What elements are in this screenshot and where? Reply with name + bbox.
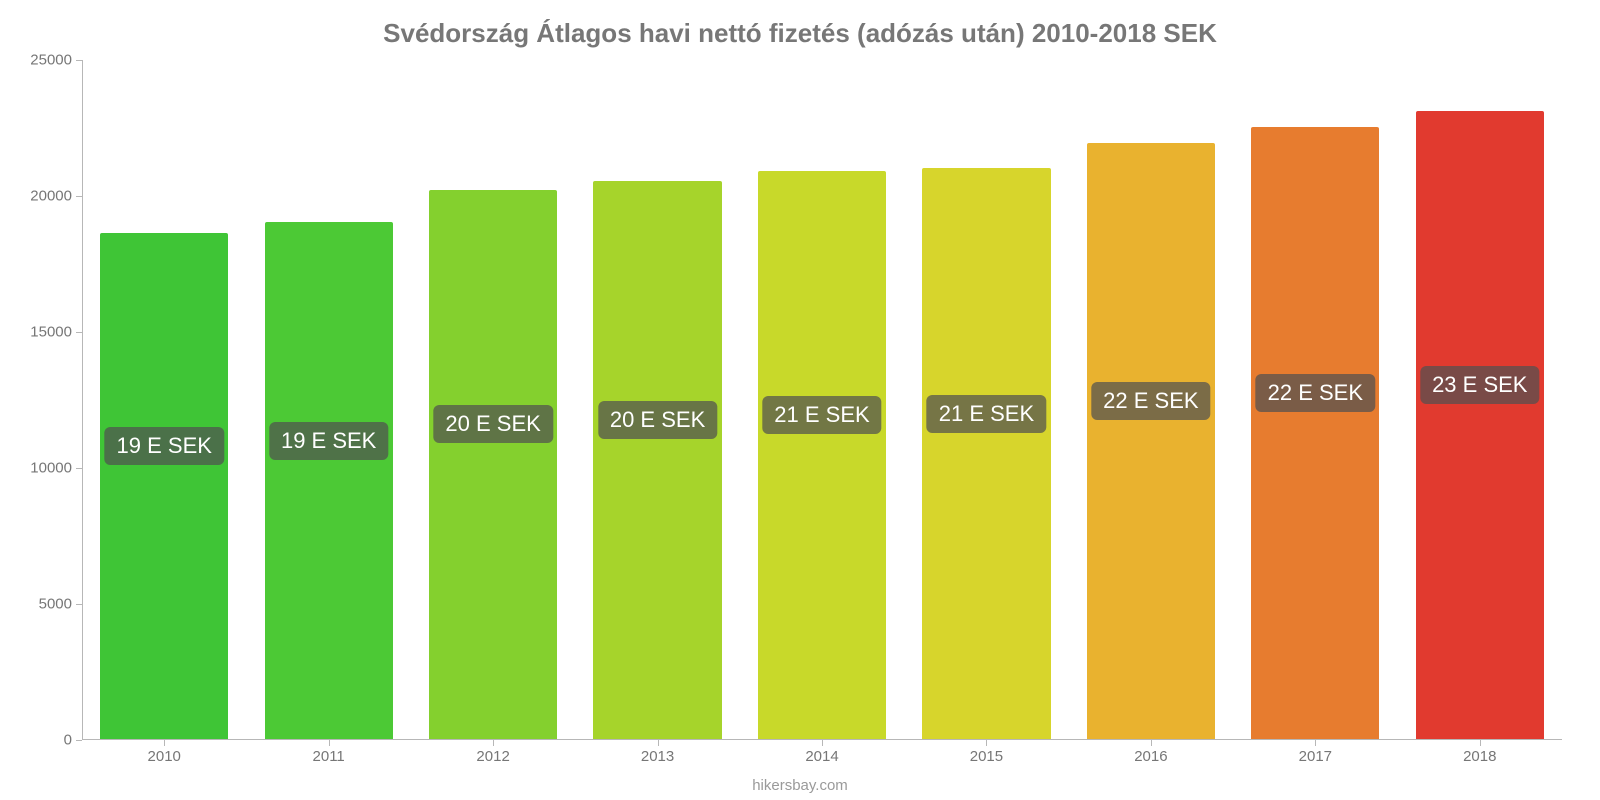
bar <box>1087 143 1215 739</box>
bar <box>758 171 886 739</box>
bar <box>100 233 228 739</box>
y-tick-label: 5000 <box>39 596 82 613</box>
value-badge: 20 E SEK <box>433 405 552 443</box>
value-badge: 19 E SEK <box>105 427 224 465</box>
value-badge: 21 E SEK <box>762 396 881 434</box>
value-badge: 22 E SEK <box>1091 382 1210 420</box>
value-badge: 23 E SEK <box>1420 366 1539 404</box>
bar <box>922 168 1050 739</box>
x-tick-mark <box>658 740 659 746</box>
value-badge: 20 E SEK <box>598 401 717 439</box>
x-tick-mark <box>1315 740 1316 746</box>
bar <box>429 190 557 739</box>
x-tick-mark <box>493 740 494 746</box>
x-tick-mark <box>1480 740 1481 746</box>
chart-title: Svédország Átlagos havi nettó fizetés (a… <box>0 18 1600 49</box>
x-tick-mark <box>1151 740 1152 746</box>
bar <box>1416 111 1544 739</box>
value-badge: 22 E SEK <box>1256 374 1375 412</box>
y-tick-label: 20000 <box>30 188 82 205</box>
x-tick-mark <box>822 740 823 746</box>
value-badge: 21 E SEK <box>927 395 1046 433</box>
bar <box>593 181 721 739</box>
y-tick-label: 15000 <box>30 324 82 341</box>
bar <box>1251 127 1379 739</box>
y-tick-label: 0 <box>64 732 82 749</box>
value-badge: 19 E SEK <box>269 422 388 460</box>
plot-area: 0500010000150002000025000 20102011201220… <box>82 60 1562 740</box>
chart-source: hikersbay.com <box>0 777 1600 794</box>
y-tick-label: 10000 <box>30 460 82 477</box>
chart-container: Svédország Átlagos havi nettó fizetés (a… <box>0 0 1600 800</box>
x-tick-mark <box>329 740 330 746</box>
x-tick-mark <box>164 740 165 746</box>
bar <box>265 222 393 739</box>
x-tick-mark <box>986 740 987 746</box>
y-tick-label: 25000 <box>30 52 82 69</box>
